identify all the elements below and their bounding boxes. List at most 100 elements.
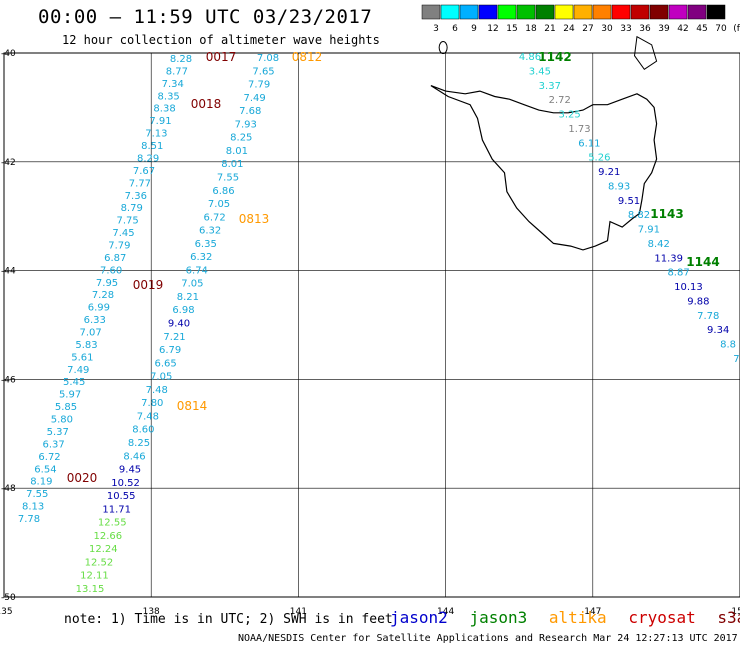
wave-height-label: 3.37	[539, 81, 561, 92]
pass-time-label: 1144	[686, 255, 719, 269]
pass-time-label: 0813	[239, 212, 270, 226]
wave-height-label: 8.46	[123, 451, 145, 462]
wave-height-label: 12.55	[98, 518, 127, 529]
colorbar-swatch	[516, 4, 536, 20]
colorbar-swatch	[535, 4, 555, 20]
pass-time-label: 0019	[133, 278, 164, 292]
wave-height-label: 7.48	[137, 411, 159, 422]
wave-height-label: 7.45	[112, 228, 134, 239]
wave-height-label: 8.21	[177, 292, 199, 303]
colorbar-swatch	[459, 4, 479, 20]
wave-height-label: 8.25	[128, 438, 150, 449]
wave-height-label: 7.21	[163, 332, 185, 343]
wave-height-label: 9.34	[707, 325, 729, 336]
note-text: note: 1) Time is in UTC; 2) SWH is in fe…	[64, 612, 393, 627]
wave-height-label: 7.49	[244, 93, 266, 104]
wave-height-label: 7.67	[133, 166, 155, 177]
wave-height-label: 13.15	[76, 584, 105, 595]
colorbar-label: 24	[563, 24, 575, 34]
colorbar-label: 27	[582, 24, 593, 34]
wave-height-label: 7.93	[235, 119, 257, 130]
wave-height-label: 11.71	[102, 504, 131, 515]
wave-height-label: 7.91	[638, 225, 660, 236]
colorbar-label: (ft)	[733, 24, 740, 34]
wave-height-label: 6.79	[159, 345, 181, 356]
wave-height-label: 8.79	[121, 203, 143, 214]
wave-height-label: 3.25	[558, 110, 580, 121]
wave-height-label: 8.77	[166, 66, 188, 77]
wave-height-label: 8.42	[648, 239, 670, 250]
wave-height-label: 5.97	[59, 390, 81, 401]
lon-tick-label: 135	[0, 607, 13, 617]
colorbar-label: 21	[544, 24, 555, 34]
wave-height-label: 7.78	[697, 311, 719, 322]
colorbar-swatch	[440, 4, 460, 20]
pass-time-label: 0814	[177, 399, 208, 413]
wave-height-label: 6.65	[155, 358, 177, 369]
colorbar-label: 42	[677, 24, 688, 34]
wave-height-label: 7.77	[129, 178, 151, 189]
wave-height-label: 8.38	[153, 104, 175, 115]
wave-height-label: 8.28	[170, 54, 192, 65]
colorbar-label: 3	[433, 24, 439, 34]
satellite-altika: altika	[548, 608, 607, 627]
wave-height-label: 8.25	[230, 133, 252, 144]
wave-height-label: 6.72	[203, 212, 225, 223]
flinders-island	[633, 35, 658, 71]
satellite-jason2: jason2	[390, 608, 448, 627]
satellite-jason3: jason3	[469, 608, 528, 627]
wave-height-label: 6.87	[104, 253, 126, 264]
colorbar-label: 45	[696, 24, 707, 34]
wave-height-label: 6.54	[34, 464, 56, 475]
wave-height-label: 6.32	[190, 252, 212, 263]
wave-height-label: 5.80	[51, 415, 73, 426]
colorbar-swatch	[592, 4, 612, 20]
wave-height-label: 9.88	[687, 296, 709, 307]
wave-height-label: 1.73	[568, 124, 590, 135]
wave-height-label: 2.72	[549, 95, 571, 106]
page-subtitle: 12 hour collection of altimeter wave hei…	[62, 33, 380, 47]
lon-tick-label: 138	[143, 607, 160, 617]
wave-height-label: 7.08	[257, 53, 279, 64]
lon-tick-label: 141	[290, 607, 307, 617]
wave-height-label: 4.86	[519, 52, 541, 63]
wave-height-label: 7.05	[208, 199, 230, 210]
wave-height-label: 10.52	[111, 478, 140, 489]
colorbar-swatch	[421, 4, 441, 20]
wave-height-label: 8.29	[137, 153, 159, 164]
wave-height-label: 8.93	[608, 181, 630, 192]
colorbar-label: 70	[715, 24, 727, 34]
wave-height-label: 8.13	[22, 502, 44, 513]
colorbar-label: 30	[601, 24, 613, 34]
wave-height-label: 8.8	[720, 340, 736, 351]
colorbar-swatch	[497, 4, 517, 20]
credit-text: NOAA/NESDIS Center for Satellite Applica…	[238, 633, 738, 644]
wave-height-label: 7.91	[149, 116, 171, 127]
wave-height-label: 7.79	[108, 240, 130, 251]
wave-height-label: 9.21	[598, 167, 620, 178]
page-title: 00:00 – 11:59 UTC 03/23/2017	[38, 6, 373, 28]
colorbar-swatch	[706, 4, 726, 20]
colorbar-label: 39	[658, 24, 670, 34]
wave-height-label: 8.01	[226, 146, 248, 157]
wave-height-label: 7.48	[146, 385, 168, 396]
wave-height-label: 3.45	[529, 66, 551, 77]
colorbar-label: 6	[452, 24, 458, 34]
lat-tick-label: -40	[1, 49, 16, 59]
colorbar-swatch	[687, 4, 707, 20]
lat-tick-label: -46	[1, 375, 16, 385]
wave-height-label: 6.98	[172, 305, 194, 316]
wave-height-label: 9.45	[119, 465, 141, 476]
wave-height-label: 6.37	[43, 439, 65, 450]
wave-height-label: 6.86	[212, 186, 234, 197]
wave-height-label: 7.75	[116, 216, 138, 227]
wave-height-label: 7.05	[150, 372, 172, 383]
wave-height-label: 7.79	[248, 80, 270, 91]
colorbar-swatch	[630, 4, 650, 20]
wave-height-label: 8.51	[141, 141, 163, 152]
wave-height-label: 7.28	[92, 290, 114, 301]
lon-tick-label: 147	[584, 607, 601, 617]
wave-height-label: 12.11	[80, 571, 109, 582]
wave-height-label: 10.55	[107, 491, 136, 502]
